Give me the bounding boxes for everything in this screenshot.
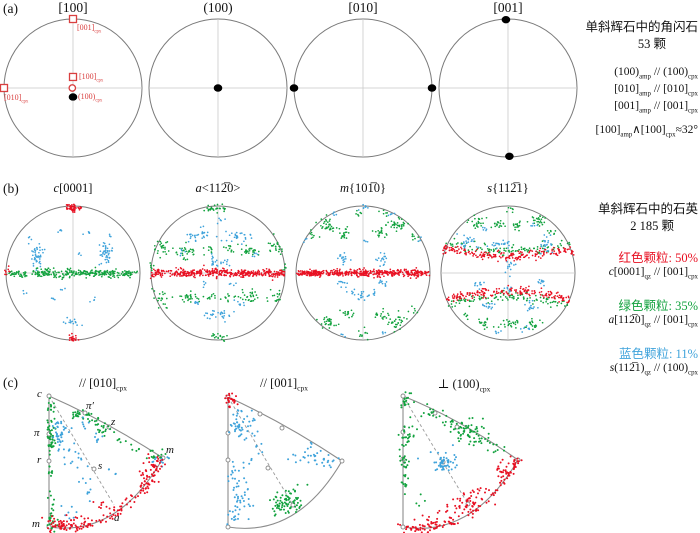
wedge-label-s: s [98, 460, 103, 472]
note-a-count: 53 颗 [637, 37, 666, 51]
note-b-heading: 单斜辉石中的石英 [597, 202, 698, 216]
wedge-label-z: z [111, 416, 116, 428]
wedge-label-m2: m [166, 444, 174, 456]
wedge-label-pi-prime: π′ [86, 400, 94, 412]
figure-title: [100] [58, 0, 88, 15]
relation-line: [010]amp // [010]cpx [614, 83, 698, 98]
panel-label-b: (b) [3, 181, 19, 196]
legend-red-grains: 红色颗粒: 50% [618, 251, 698, 265]
legend-blue-grains: 蓝色颗粒: 11% [618, 347, 698, 361]
figure-title: (100) [203, 0, 233, 15]
wedge-label-r: r [37, 454, 42, 466]
legend-green-grains: 绿色颗粒: 35% [618, 299, 698, 313]
relation-line: (100)amp // (100)cpx [614, 66, 698, 81]
wedge-label-c: c [37, 388, 42, 400]
figure-title: ⊥ (100)cpx [437, 377, 491, 394]
marker-label: [010]cpx [4, 93, 29, 105]
wedge-label-pi: π [34, 427, 40, 439]
marker-label: [100]cpx [79, 72, 104, 84]
figure-title: // [010]cpx [79, 376, 127, 393]
marker-label: [001]cpx [77, 23, 102, 35]
marker-label: (100)cpx [78, 92, 103, 104]
legend-green-relation: a[112̅0]qz // [001]cpx [608, 314, 698, 329]
relation-line: [001]amp // [001]cpx [614, 100, 698, 115]
scatter-layer [0, 14, 575, 533]
panel-label-c: (c) [3, 375, 18, 390]
legend-blue-relation: s(112̅1)qz // (100)cpx [609, 362, 698, 377]
relation-line: [100]amp∧[100]cpx≈32° [595, 124, 698, 139]
figure-title: [001] [493, 0, 523, 15]
figure-title: // [001]cpx [260, 376, 308, 393]
figure-title: a<112̅0> [195, 181, 241, 195]
figure-title: s{112̅1} [487, 181, 529, 195]
wedge-label-a: a [114, 512, 120, 524]
wedge-label-m: m [32, 518, 40, 530]
figure-title: [010] [348, 0, 378, 15]
figure-title: c[0001] [53, 181, 93, 195]
panel-label-a: (a) [3, 1, 18, 16]
note-a-heading: 单斜辉石中的角闪石 [585, 20, 698, 34]
note-b-count: 2 185 颗 [630, 219, 674, 233]
figure-title: m{101̅0} [339, 181, 387, 195]
legend-red-relation: c[0001]qz // [001]cpx [608, 266, 698, 281]
